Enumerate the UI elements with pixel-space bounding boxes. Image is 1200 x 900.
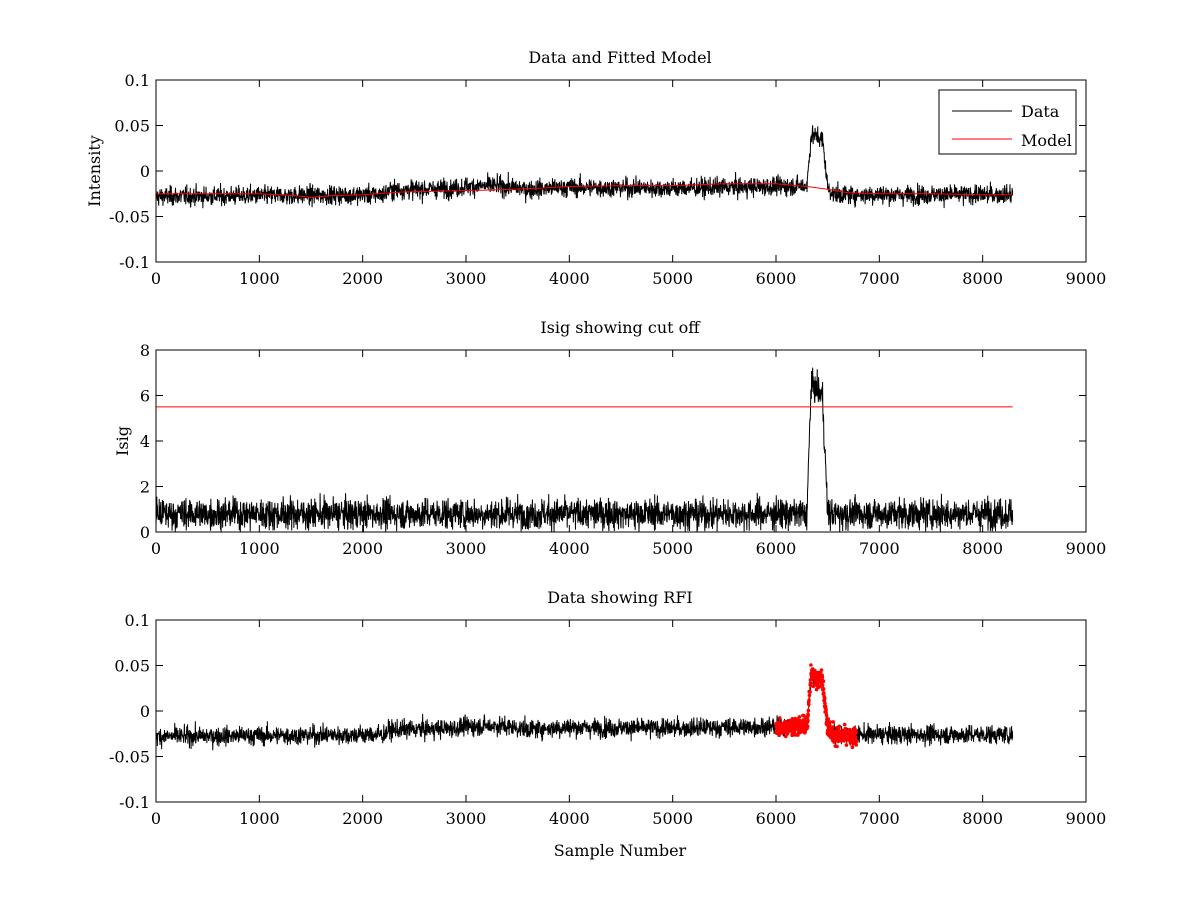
panel-1-title: Data and Fitted Model xyxy=(528,48,711,67)
panel-3-title: Data showing RFI xyxy=(547,588,692,607)
x-tick-label: 8000 xyxy=(962,809,1003,828)
y-tick-label: -0.05 xyxy=(109,748,150,767)
y-tick-label: 6 xyxy=(140,387,150,406)
y-tick-label: 0 xyxy=(140,702,150,721)
x-tick-label: 7000 xyxy=(859,269,900,288)
y-tick-label: -0.1 xyxy=(119,793,150,812)
y-tick-label: 2 xyxy=(140,478,150,497)
legend-box xyxy=(938,89,1077,155)
x-tick-label: 8000 xyxy=(962,539,1003,558)
panel-3-series-2-markers xyxy=(774,663,859,750)
panel-1-legend: Data Model xyxy=(938,89,1077,155)
y-tick-label: -0.1 xyxy=(119,253,150,272)
panel-data-showing-rfi: Data showing RFI Sample Number 0 1000 2000… xyxy=(109,588,1106,860)
x-tick-label: 9000 xyxy=(1066,269,1107,288)
panel-3-axes: 0 1000 2000 3000 4000 5000 6000 7000 8000 9000 -0.… xyxy=(109,611,1106,828)
x-tick-label: 5000 xyxy=(652,809,693,828)
panel-1-series-2-line xyxy=(156,183,1013,198)
panel-2-plot xyxy=(156,367,1014,532)
rfi-point xyxy=(831,725,835,729)
rfi-point xyxy=(797,715,802,719)
x-tick-label: 6000 xyxy=(756,269,797,288)
y-tick-label: -0.05 xyxy=(109,208,150,227)
x-tick-label: 0 xyxy=(151,539,161,558)
y-tick-label: 0.1 xyxy=(125,611,150,630)
x-tick-label: 5000 xyxy=(652,539,693,558)
rfi-point xyxy=(844,743,849,747)
x-tick-label: 4000 xyxy=(549,539,590,558)
rfi-point xyxy=(854,743,858,747)
x-tick-label: 9000 xyxy=(1066,539,1107,558)
panel-2-title: Isig showing cut off xyxy=(540,318,701,337)
legend-label-data: Data xyxy=(1021,102,1060,121)
legend-label-model: Model xyxy=(1021,131,1072,150)
panel-3-xlabel: Sample Number xyxy=(554,841,687,860)
y-tick-label: 4 xyxy=(140,432,150,451)
rfi-point xyxy=(837,724,842,729)
x-tick-label: 0 xyxy=(151,269,161,288)
x-tick-label: 7000 xyxy=(859,809,900,828)
x-tick-label: 0 xyxy=(151,809,161,828)
x-tick-label: 4000 xyxy=(549,269,590,288)
x-tick-label: 1000 xyxy=(239,269,280,288)
y-tick-label: 0.1 xyxy=(125,71,150,90)
rfi-point xyxy=(777,733,781,737)
panel-2-axes: 0 1000 2000 3000 4000 5000 6000 7000 8000 9000 0 2 4… xyxy=(140,341,1107,558)
rfi-point xyxy=(814,687,819,692)
panel-1-plot xyxy=(156,125,1014,209)
rfi-point xyxy=(831,720,835,724)
rfi-point xyxy=(778,716,782,720)
x-tick-label: 8000 xyxy=(962,269,1003,288)
y-tick-label: 0.05 xyxy=(114,657,150,676)
x-tick-label: 3000 xyxy=(446,809,487,828)
x-tick-label: 2000 xyxy=(342,269,383,288)
panel-1-axes: 0 1000 2000 3000 4000 5000 6000 7000 8000 9000 -0.… xyxy=(109,71,1106,288)
panel-3-series-1-trace xyxy=(156,667,1014,751)
x-tick-label: 3000 xyxy=(446,539,487,558)
x-tick-label: 1000 xyxy=(239,809,280,828)
panel-isig-showing-cut-off: Isig showing cut off Isig 0 1000 2000 3000 4… xyxy=(113,318,1106,558)
y-tick-label: 8 xyxy=(140,341,150,360)
rfi-point xyxy=(843,726,848,731)
x-tick-label: 7000 xyxy=(859,539,900,558)
rfi-point xyxy=(842,722,847,727)
rfi-point xyxy=(820,683,825,687)
x-tick-label: 2000 xyxy=(342,539,383,558)
panel-2-ylabel: Isig xyxy=(113,426,132,456)
x-tick-label: 1000 xyxy=(239,539,280,558)
x-tick-label: 2000 xyxy=(342,809,383,828)
x-tick-label: 3000 xyxy=(446,269,487,288)
x-tick-label: 9000 xyxy=(1066,809,1107,828)
panel-3-plot xyxy=(156,663,1014,751)
rfi-point xyxy=(835,744,839,749)
y-tick-label: 0 xyxy=(140,523,150,542)
x-tick-label: 4000 xyxy=(549,809,590,828)
x-tick-label: 6000 xyxy=(756,539,797,558)
panel-2-series-1-trace xyxy=(156,367,1014,532)
x-tick-label: 5000 xyxy=(652,269,693,288)
rfi-point xyxy=(809,663,813,667)
rfi-point xyxy=(819,668,824,672)
panel-data-and-fitted-model: Data and Fitted Model Intensity 0 1000 200… xyxy=(85,48,1106,288)
x-tick-label: 6000 xyxy=(756,809,797,828)
panel-1-series-1-trace xyxy=(156,125,1014,209)
y-tick-label: 0.05 xyxy=(114,117,150,136)
panel-1-ylabel: Intensity xyxy=(85,135,104,207)
rfi-point xyxy=(854,728,858,732)
y-tick-label: 0 xyxy=(140,162,150,181)
rfi-point xyxy=(850,745,855,750)
rfi-connector xyxy=(775,669,858,747)
